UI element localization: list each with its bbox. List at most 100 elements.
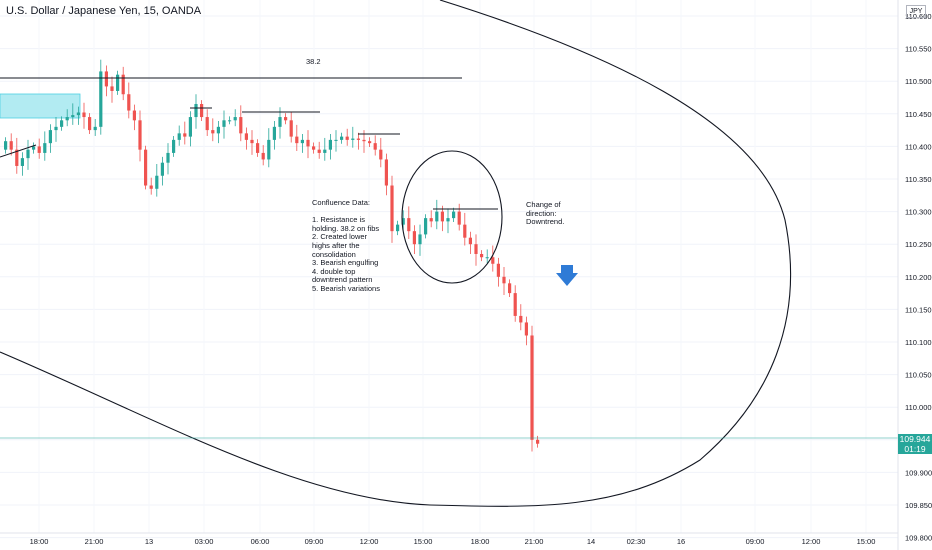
x-tick-label: 12:00 (802, 537, 821, 546)
candle (26, 139, 30, 170)
candle-body (351, 138, 355, 140)
x-tick-label: 21:00 (525, 537, 544, 546)
candle-body (323, 149, 327, 153)
candle-body (340, 136, 344, 140)
candle-body (194, 104, 198, 118)
candle-body (20, 158, 24, 166)
candle (496, 257, 500, 287)
candle (155, 164, 159, 197)
candle-body (452, 211, 456, 219)
candle (474, 234, 478, 266)
candle-body (256, 143, 260, 153)
candle (452, 207, 456, 223)
candle-body (144, 149, 148, 186)
candle-body (4, 141, 8, 150)
candle (127, 82, 131, 119)
candle-body (261, 152, 265, 160)
candle-body (356, 138, 360, 140)
candle-body (334, 139, 338, 141)
supply-zone (0, 93, 81, 119)
candle (228, 116, 232, 125)
candle (99, 59, 103, 135)
candle (312, 142, 316, 154)
candle-body (407, 218, 411, 232)
candle (144, 145, 148, 190)
candle (54, 117, 58, 142)
candle (222, 110, 226, 139)
candle-body (43, 143, 47, 153)
candle (379, 137, 383, 168)
candle (508, 279, 512, 298)
candle (513, 285, 517, 322)
candle (177, 125, 181, 146)
candle (138, 110, 142, 162)
currency-label[interactable]: JPY (906, 5, 926, 18)
candle (418, 224, 422, 256)
candle (295, 124, 299, 151)
candle (239, 105, 243, 142)
y-tick-label: 109.850 (905, 501, 932, 510)
candle-body (384, 159, 388, 186)
price-axis: 110.600 110.550 110.500 110.450 110.400 110.3… (897, 0, 932, 550)
candle (82, 102, 86, 129)
candle (440, 205, 444, 232)
candle (407, 206, 411, 239)
candle-body (368, 141, 372, 144)
candle-body (412, 231, 416, 245)
candle-body (104, 71, 108, 87)
y-tick-label: 109.800 (905, 534, 932, 543)
candle-body (440, 211, 444, 222)
candle (216, 120, 220, 144)
change-direction-note: Change of direction: Downtrend. (526, 200, 565, 227)
candle (233, 109, 237, 127)
candle-body (200, 104, 204, 118)
candle (463, 212, 467, 246)
candle (261, 145, 265, 166)
candle-body (132, 110, 136, 121)
candle-body (530, 335, 534, 440)
candle-body (496, 263, 500, 277)
candle-body (37, 146, 41, 153)
x-tick-label: 03:00 (195, 537, 214, 546)
candle-body (457, 211, 461, 225)
candle-body (26, 149, 30, 159)
candle-body (71, 115, 75, 118)
candle-body (250, 139, 254, 144)
candle-body (88, 117, 92, 131)
candle-body (295, 136, 299, 144)
candle (110, 76, 114, 103)
candle (76, 106, 80, 125)
candle-body (429, 218, 433, 222)
candle (200, 100, 204, 121)
candle-body (485, 257, 489, 259)
candle (211, 118, 215, 142)
candle-body (418, 234, 422, 245)
candle (116, 70, 120, 95)
candle (306, 130, 310, 159)
candle-body (177, 133, 181, 140)
candle (183, 121, 187, 145)
candle-body (239, 117, 243, 134)
candle-body (468, 237, 472, 245)
candle-body (188, 117, 192, 137)
candle (71, 103, 75, 125)
y-tick-label: 110.000 (905, 403, 932, 412)
candle (317, 141, 321, 159)
candle-body (300, 139, 304, 144)
candle-body (328, 139, 332, 150)
candle-body (60, 120, 64, 127)
candle (205, 109, 209, 136)
candle (424, 214, 428, 239)
candle-body (211, 130, 215, 134)
last-price-value: 109.944 (898, 434, 932, 444)
candle (9, 133, 13, 156)
candle (536, 435, 540, 448)
candle (373, 135, 377, 156)
candle (368, 137, 372, 148)
candle-body (138, 120, 142, 150)
candle (345, 128, 349, 146)
candle-body (233, 117, 237, 121)
candle-body (65, 117, 69, 121)
candle-body (110, 86, 114, 91)
